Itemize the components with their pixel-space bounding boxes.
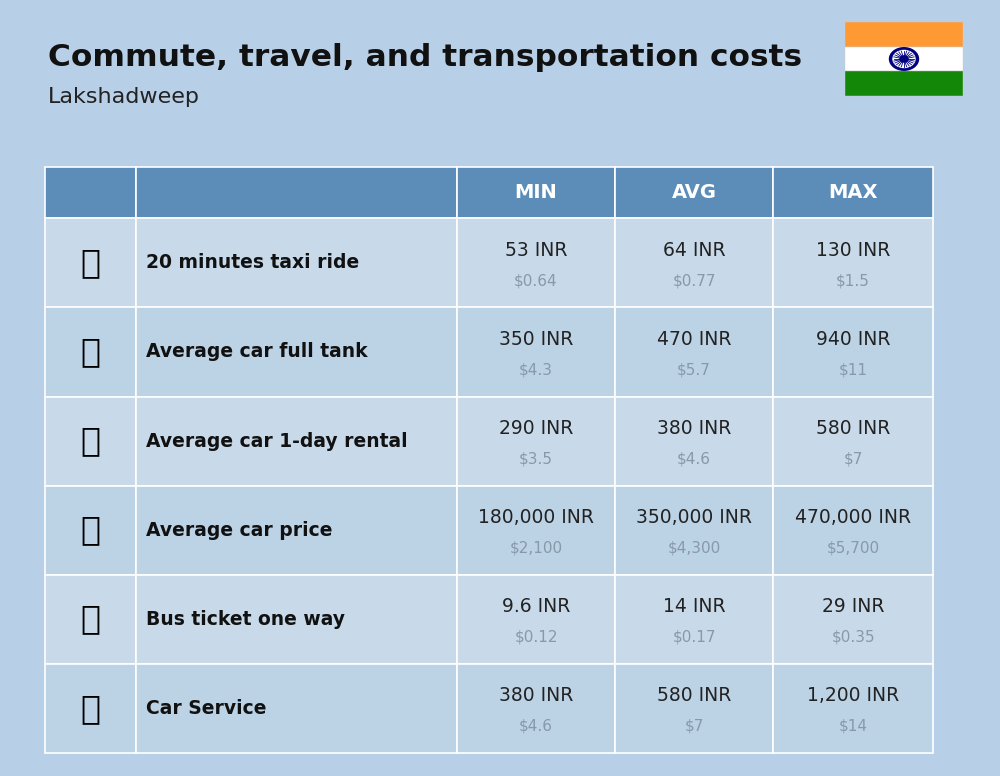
Bar [457,486,615,574]
Bar [457,397,615,486]
Text: $0.17: $0.17 [672,629,716,644]
Text: 🚗: 🚗 [81,691,101,725]
Bar [136,218,457,307]
Text: 20 minutes taxi ride: 20 minutes taxi ride [146,254,359,272]
Bar [615,574,773,663]
Bar [136,486,457,574]
Bar [136,167,457,218]
Text: Car Service: Car Service [146,698,267,718]
Text: $4.6: $4.6 [519,719,553,733]
Bar [45,574,136,663]
Text: 350,000 INR: 350,000 INR [636,508,752,527]
Text: $7: $7 [843,452,863,466]
Text: AVG: AVG [672,183,717,202]
Bar [136,663,457,753]
Text: Bus ticket one way: Bus ticket one way [146,610,345,629]
Text: $0.12: $0.12 [514,629,558,644]
Bar [45,663,136,753]
Text: MAX: MAX [828,183,878,202]
Text: 290 INR: 290 INR [499,419,573,438]
Bar [615,167,773,218]
Text: $1.5: $1.5 [836,273,870,288]
Text: 580 INR: 580 INR [657,686,731,705]
Text: Commute, travel, and transportation costs: Commute, travel, and transportation cost… [48,43,802,71]
Text: $4.6: $4.6 [677,452,711,466]
Bar [45,486,136,574]
Text: $7: $7 [684,719,704,733]
Bar [615,486,773,574]
Bar [136,397,457,486]
Text: $11: $11 [839,362,868,377]
Text: 29 INR: 29 INR [822,598,884,616]
Text: $14: $14 [839,719,868,733]
Text: Lakshadweep: Lakshadweep [48,87,200,107]
Bar [457,218,615,307]
Bar [45,218,136,307]
Bar [45,167,136,218]
Text: 380 INR: 380 INR [499,686,573,705]
Text: $0.35: $0.35 [831,629,875,644]
Bar [615,663,773,753]
Bar [136,574,457,663]
Text: 53 INR: 53 INR [505,241,567,260]
Circle shape [890,48,918,70]
Text: 180,000 INR: 180,000 INR [478,508,594,527]
Bar [615,397,773,486]
Text: ⛽: ⛽ [81,335,101,369]
Bar [773,307,933,397]
Text: $5,700: $5,700 [827,540,880,556]
Text: 580 INR: 580 INR [816,419,890,438]
Text: 130 INR: 130 INR [816,241,890,260]
Bar [773,167,933,218]
Text: Average car 1-day rental: Average car 1-day rental [146,431,408,451]
Text: $2,100: $2,100 [509,540,563,556]
Bar [45,397,136,486]
Text: 🚗: 🚗 [81,424,101,458]
Bar [845,71,963,96]
Text: $0.77: $0.77 [672,273,716,288]
Bar [457,663,615,753]
Text: Average car price: Average car price [146,521,333,539]
Text: 64 INR: 64 INR [663,241,725,260]
Bar [457,167,615,218]
Text: 🚗: 🚗 [81,514,101,546]
Text: 470,000 INR: 470,000 INR [795,508,911,527]
Bar [845,47,963,71]
Circle shape [900,56,908,62]
Text: $0.64: $0.64 [514,273,558,288]
Bar [615,218,773,307]
Circle shape [893,50,915,68]
Bar [845,22,963,47]
Text: $3.5: $3.5 [519,452,553,466]
Text: 470 INR: 470 INR [657,330,731,349]
Bar [136,307,457,397]
Bar [45,307,136,397]
Bar [773,218,933,307]
Text: 14 INR: 14 INR [663,598,725,616]
Text: 🚖: 🚖 [81,247,101,279]
Text: 350 INR: 350 INR [499,330,573,349]
Bar [773,663,933,753]
Text: Average car full tank: Average car full tank [146,342,368,362]
Bar [773,486,933,574]
Text: 9.6 INR: 9.6 INR [502,598,570,616]
Text: 940 INR: 940 INR [816,330,890,349]
Bar [457,574,615,663]
Text: $5.7: $5.7 [677,362,711,377]
Text: 380 INR: 380 INR [657,419,731,438]
Text: $4.3: $4.3 [519,362,553,377]
Bar [615,307,773,397]
Bar [773,397,933,486]
Text: 🚌: 🚌 [81,603,101,636]
Bar [773,574,933,663]
Text: MIN: MIN [515,183,557,202]
Text: 1,200 INR: 1,200 INR [807,686,899,705]
Bar [457,307,615,397]
Text: $4,300: $4,300 [668,540,721,556]
